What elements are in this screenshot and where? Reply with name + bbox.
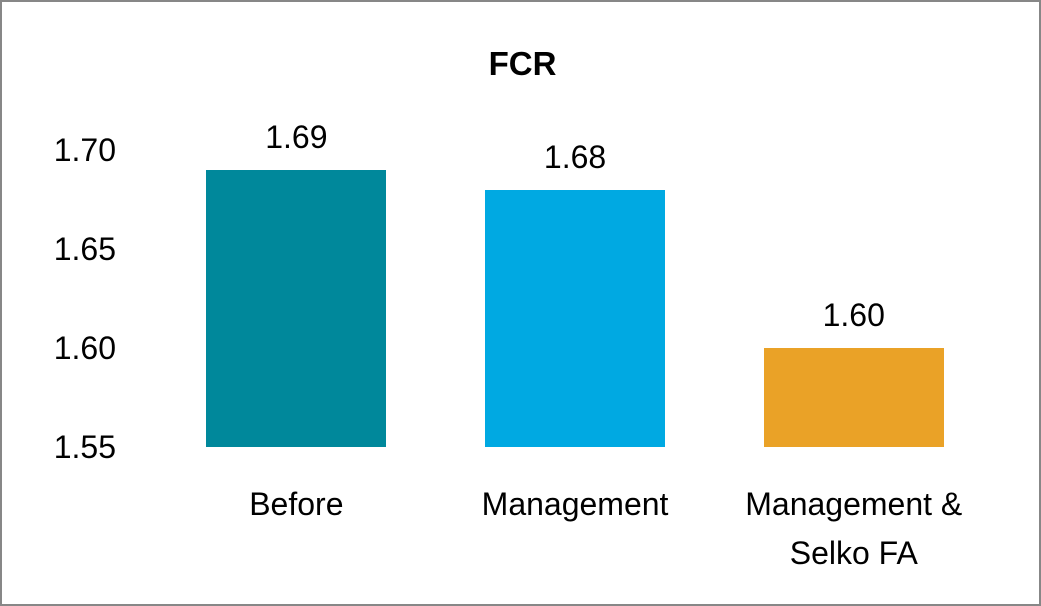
bar-value-label: 1.60 <box>822 297 885 333</box>
y-axis-tick-label: 1.70 <box>53 132 116 168</box>
x-category-label: Before <box>249 486 344 522</box>
bar-1 <box>206 169 387 447</box>
bar-2 <box>485 189 666 447</box>
bar-value-label: 1.69 <box>265 118 328 155</box>
x-category-label: Management & Selko FA <box>745 486 963 571</box>
y-axis-tick-label: 1.60 <box>53 330 116 366</box>
y-axis-tick-label: 1.55 <box>53 429 116 465</box>
chart-title: FCR <box>488 45 557 82</box>
y-axis-tick-label: 1.65 <box>53 231 116 267</box>
x-category-label: Management <box>481 486 669 522</box>
bar-value-label: 1.68 <box>543 138 607 175</box>
bar-3 <box>763 348 944 447</box>
